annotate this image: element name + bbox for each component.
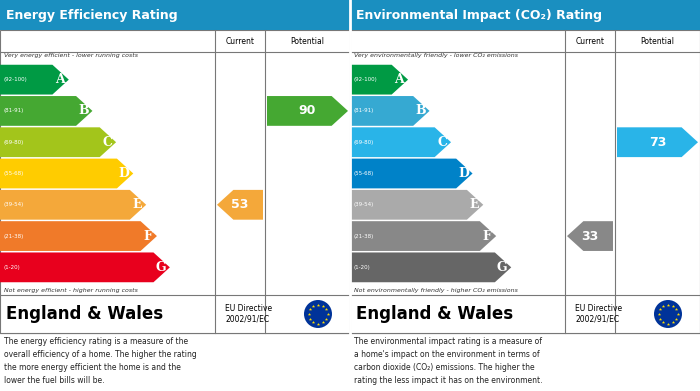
Text: (21-38): (21-38) xyxy=(4,233,25,239)
Text: D: D xyxy=(458,167,469,180)
Text: C: C xyxy=(102,136,112,149)
Text: G: G xyxy=(497,261,508,274)
Bar xyxy=(0,30,350,333)
Text: Energy Efficiency Rating: Energy Efficiency Rating xyxy=(6,9,178,22)
Text: Current: Current xyxy=(575,36,605,45)
Bar xyxy=(350,295,700,333)
Text: (1-20): (1-20) xyxy=(354,265,371,270)
Text: Current: Current xyxy=(225,36,255,45)
Text: 33: 33 xyxy=(582,230,598,242)
Bar xyxy=(0,295,350,333)
Text: (55-68): (55-68) xyxy=(4,171,25,176)
Text: A: A xyxy=(55,73,64,86)
Polygon shape xyxy=(350,221,496,251)
Text: Potential: Potential xyxy=(290,36,325,45)
Text: (55-68): (55-68) xyxy=(354,171,374,176)
Text: 53: 53 xyxy=(231,198,248,211)
Text: E: E xyxy=(132,198,142,211)
Text: England & Wales: England & Wales xyxy=(356,305,513,323)
Text: (92-100): (92-100) xyxy=(354,77,378,82)
Text: 73: 73 xyxy=(649,136,666,149)
Polygon shape xyxy=(350,127,451,157)
Text: (92-100): (92-100) xyxy=(4,77,28,82)
Text: F: F xyxy=(144,230,153,242)
Text: (81-91): (81-91) xyxy=(354,108,374,113)
Polygon shape xyxy=(350,253,511,282)
Polygon shape xyxy=(617,127,698,157)
Text: (39-54): (39-54) xyxy=(4,202,25,207)
Circle shape xyxy=(654,300,682,328)
Text: E: E xyxy=(470,198,479,211)
Polygon shape xyxy=(350,65,408,95)
Text: (69-80): (69-80) xyxy=(4,140,25,145)
Circle shape xyxy=(304,300,332,328)
Bar xyxy=(350,30,700,333)
Text: B: B xyxy=(415,104,426,117)
Polygon shape xyxy=(350,96,430,126)
Text: B: B xyxy=(78,104,89,117)
Text: (69-80): (69-80) xyxy=(354,140,374,145)
Polygon shape xyxy=(350,190,483,220)
Polygon shape xyxy=(0,65,69,95)
Polygon shape xyxy=(0,159,133,188)
Text: (21-38): (21-38) xyxy=(354,233,374,239)
Text: G: G xyxy=(155,261,166,274)
Polygon shape xyxy=(350,159,472,188)
Text: 90: 90 xyxy=(299,104,316,117)
Text: A: A xyxy=(394,73,404,86)
Text: The environmental impact rating is a measure of
a home's impact on the environme: The environmental impact rating is a mea… xyxy=(354,337,542,385)
Polygon shape xyxy=(567,221,613,251)
Text: Potential: Potential xyxy=(640,36,675,45)
Text: C: C xyxy=(437,136,447,149)
Polygon shape xyxy=(0,253,170,282)
Polygon shape xyxy=(0,127,116,157)
Text: Very energy efficient - lower running costs: Very energy efficient - lower running co… xyxy=(4,53,138,58)
Text: England & Wales: England & Wales xyxy=(6,305,163,323)
Text: D: D xyxy=(119,167,130,180)
Text: (1-20): (1-20) xyxy=(4,265,21,270)
Text: F: F xyxy=(483,230,491,242)
Text: Not environmentally friendly - higher CO₂ emissions: Not environmentally friendly - higher CO… xyxy=(354,288,518,293)
Text: Environmental Impact (CO₂) Rating: Environmental Impact (CO₂) Rating xyxy=(356,9,602,22)
Polygon shape xyxy=(217,190,263,220)
Bar xyxy=(350,0,700,30)
Text: (81-91): (81-91) xyxy=(4,108,25,113)
Text: Not energy efficient - higher running costs: Not energy efficient - higher running co… xyxy=(4,288,138,293)
Text: EU Directive
2002/91/EC: EU Directive 2002/91/EC xyxy=(575,304,622,324)
Polygon shape xyxy=(267,96,348,126)
Polygon shape xyxy=(0,190,146,220)
Bar xyxy=(0,0,350,30)
Text: EU Directive
2002/91/EC: EU Directive 2002/91/EC xyxy=(225,304,272,324)
Polygon shape xyxy=(0,96,92,126)
Text: The energy efficiency rating is a measure of the
overall efficiency of a home. T: The energy efficiency rating is a measur… xyxy=(4,337,197,385)
Polygon shape xyxy=(0,221,157,251)
Text: (39-54): (39-54) xyxy=(354,202,374,207)
Text: Very environmentally friendly - lower CO₂ emissions: Very environmentally friendly - lower CO… xyxy=(354,53,518,58)
